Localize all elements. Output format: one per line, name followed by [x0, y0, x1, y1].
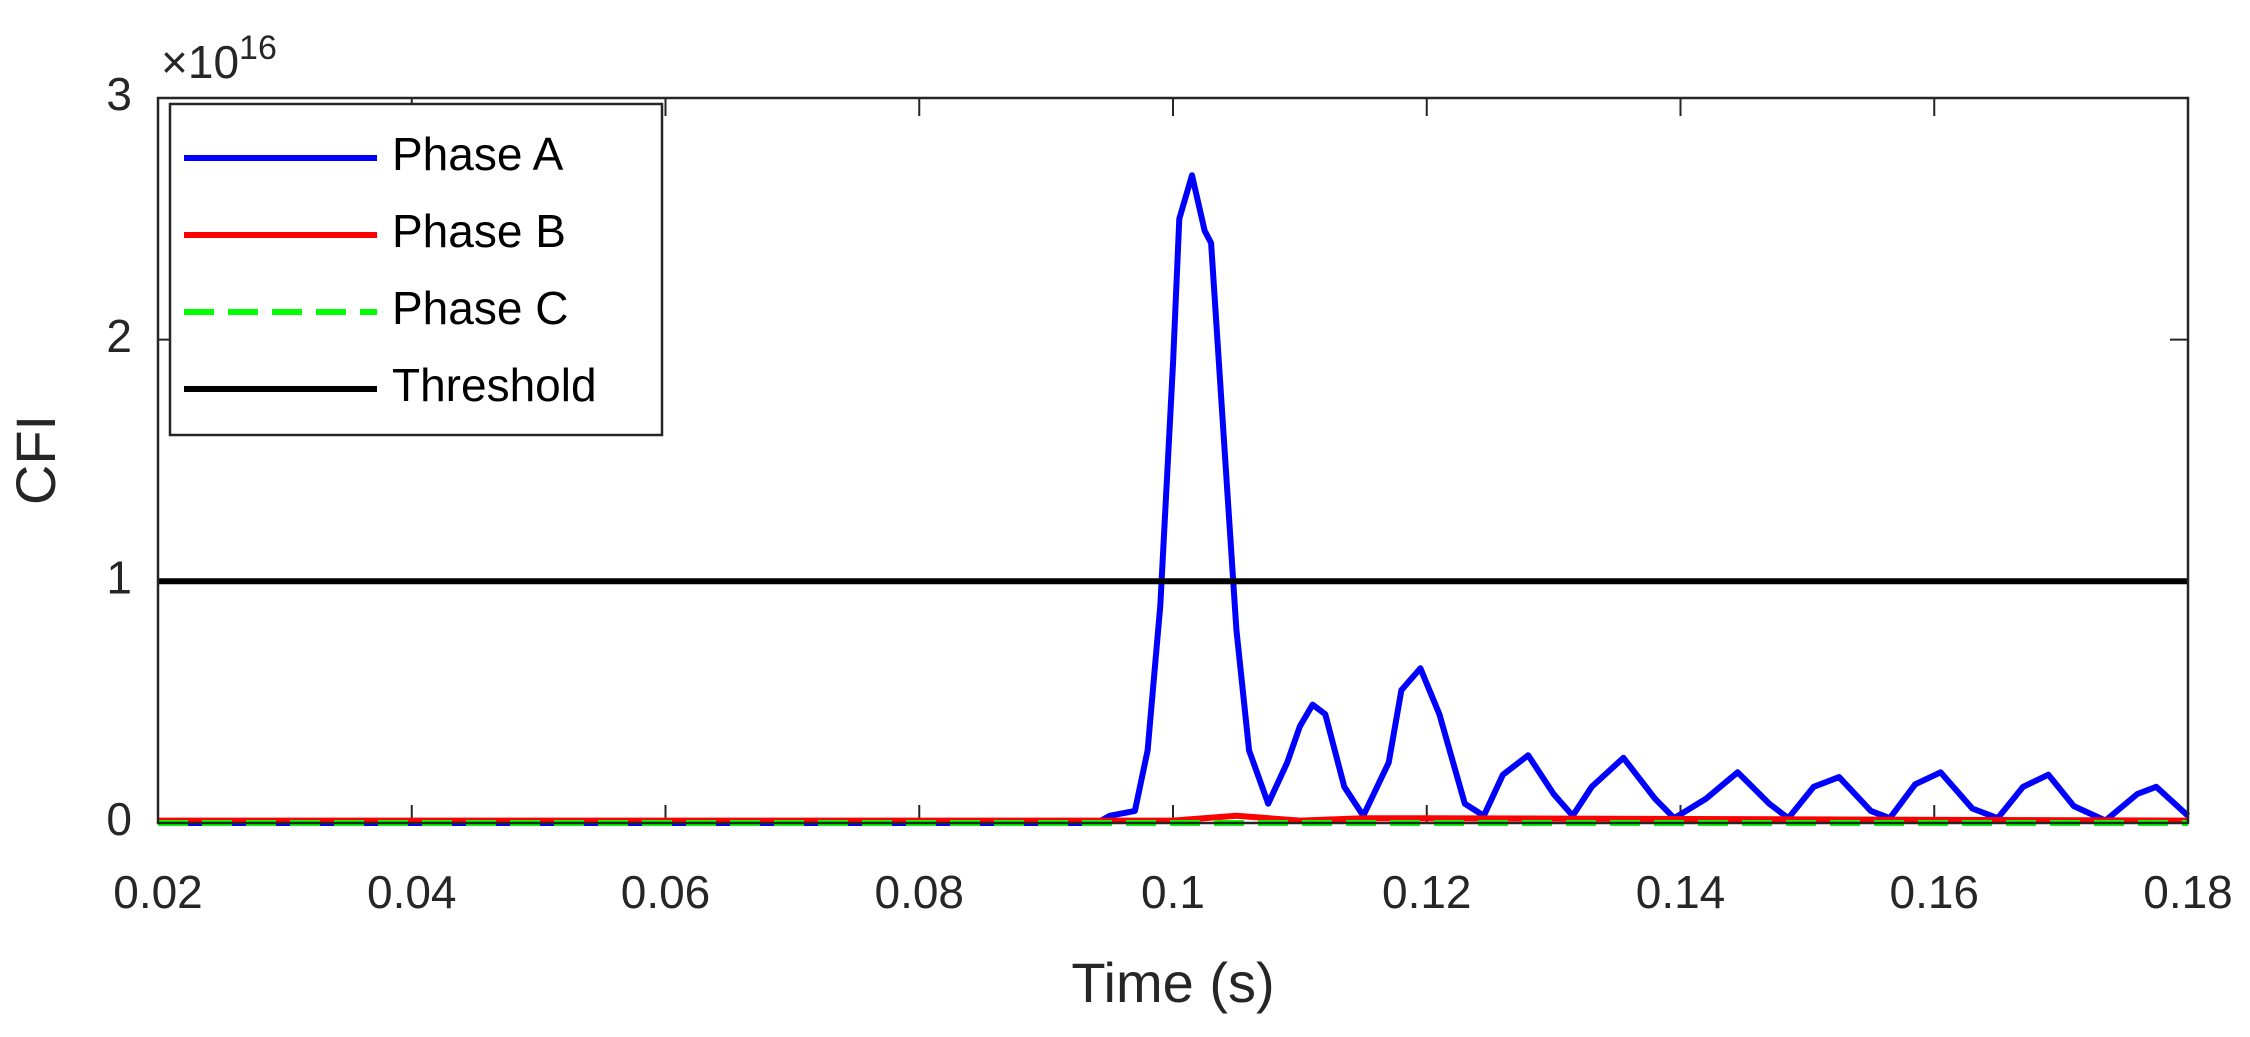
y-axis-label: CFI: [4, 415, 67, 505]
multiplier-exponent: 16: [239, 29, 277, 67]
x-tick-label: 0.08: [874, 866, 964, 918]
multiplier-base: ×10: [161, 36, 239, 88]
x-tick-label: 0.06: [621, 866, 711, 918]
y-tick-label: 1: [106, 551, 132, 603]
x-tick-label: 0.16: [1889, 866, 1979, 918]
x-tick-label: 0.12: [1382, 866, 1472, 918]
plot-frame: [156, 96, 2190, 825]
legend-label: Threshold: [392, 359, 597, 411]
y-tick-label: 2: [106, 310, 132, 362]
x-axis-label: Time (s): [1071, 951, 1274, 1014]
x-tick-label: 0.02: [113, 866, 203, 918]
legend-label: Phase C: [392, 282, 568, 334]
x-tick-label: 0.1: [1141, 866, 1205, 918]
series-line: [158, 172, 2191, 826]
legend-label: Phase A: [392, 128, 564, 180]
x-tick-label: 0.14: [1636, 866, 1726, 918]
y-tick-label: 0: [106, 793, 132, 845]
y-tick-label: 3: [106, 68, 132, 120]
legend-label: Phase B: [392, 205, 566, 257]
y-multiplier: ×1016: [161, 29, 277, 88]
x-tick-label: 0.18: [2143, 866, 2233, 918]
x-tick-label: 0.04: [367, 866, 457, 918]
